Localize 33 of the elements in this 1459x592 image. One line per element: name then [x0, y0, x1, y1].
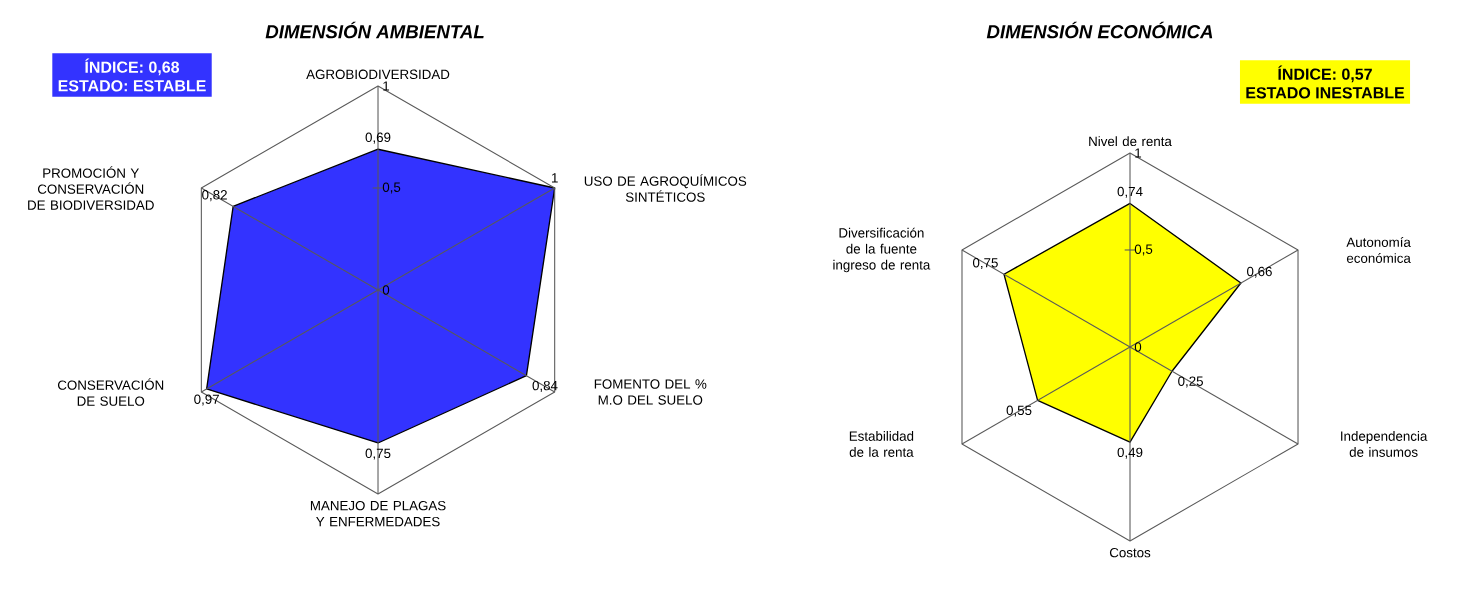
spoke-label: Autonomía económica	[1346, 237, 1411, 263]
chart-title: DIMENSIÓN ECONÓMICA	[986, 21, 1213, 39]
data-label: 0,49	[1117, 447, 1143, 459]
spoke-label: Independencia de insumos	[1341, 431, 1428, 457]
data-label: 0,69	[365, 132, 391, 144]
spoke-label: Diversificación de la fuente ingreso de renta	[833, 227, 931, 273]
text: ÍNDICE: 0,57	[1278, 65, 1372, 83]
data-label: 0,55	[1006, 405, 1032, 417]
spoke-label: Estabilidad de la renta	[849, 431, 914, 457]
text: ÍNDICE: 0,68	[85, 58, 180, 76]
data-label: 0,25	[1178, 376, 1203, 388]
data-label: 0,75	[365, 448, 391, 460]
data-label: 0,66	[1247, 266, 1272, 278]
spoke-label: Costos	[1109, 547, 1151, 558]
y-tick-label: 0,5	[1134, 244, 1153, 256]
y-tick-label: 1	[1135, 148, 1142, 158]
spoke-label: PROMOCIÓN Y CONSERVACIÓN DE BIODIVERSIDAD	[28, 166, 154, 210]
data-label: 0,74	[1117, 186, 1143, 198]
y-tick-label: 1	[383, 81, 390, 91]
y-tick-label: 0	[382, 285, 390, 295]
spoke-label: Nivel de renta	[1089, 136, 1172, 147]
spoke-label: CONSERVACIÓN DE SUELO	[57, 378, 164, 406]
text: ESTADO INESTABLE	[1246, 87, 1405, 99]
y-tick-label: 0	[1134, 342, 1142, 352]
spoke-label: MANEJO DE PLAGAS Y ENFERMEDADES	[310, 500, 446, 527]
data-label: 0,97	[194, 394, 219, 406]
spoke-label: USO DE AGROQUÍMICOS SINTÉTICOS	[584, 174, 747, 202]
text: ESTADO: ESTABLE	[58, 80, 206, 92]
spoke-label: AGROBIODIVERSIDAD	[306, 69, 450, 80]
chart-title: DIMENSIÓN AMBIENTAL	[265, 21, 484, 39]
spoke-label: FOMENTO DEL % M.O DEL SUELO	[594, 379, 707, 405]
y-tick-label: 0,5	[382, 182, 401, 194]
data-label: 1	[552, 173, 558, 183]
